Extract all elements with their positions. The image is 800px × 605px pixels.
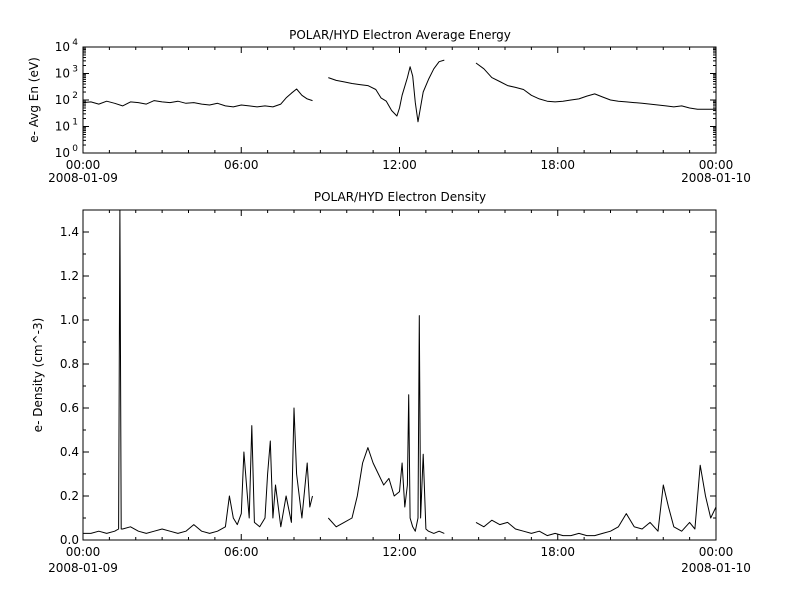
x-tick-date-label: 2008-01-10 [681,561,751,575]
energy-plot-frame [82,46,717,154]
y-tick-label: 0.0 [60,533,79,547]
y-tick-label: 10 [55,120,70,134]
y-tick-exponent: 3 [72,65,78,75]
x-tick-date-label: 2008-01-10 [681,171,751,185]
y-tick-label: 0.8 [60,357,79,371]
density-title: POLAR/HYD Electron Density [314,190,486,204]
y-tick-exponent: 1 [72,118,78,128]
x-tick-label: 12:00 [382,158,417,172]
data-series-segment [328,59,445,123]
x-tick-date-label: 2008-01-09 [48,561,118,575]
y-tick-label: 1.4 [60,225,79,239]
y-tick-label: 0.6 [60,401,79,415]
y-tick-label: 1.2 [60,269,79,283]
x-tick-date-label: 2008-01-09 [48,171,118,185]
x-tick-label: 06:00 [224,545,259,559]
data-series-segment [475,464,717,537]
data-series-segment [327,315,445,534]
data-series-segment [82,88,313,108]
x-tick-label: 00:00 [699,545,734,559]
energy-ylabel: e- Avg En (eV) [27,57,41,143]
x-tick-label: 18:00 [540,545,575,559]
y-tick-label: 10 [55,93,70,107]
data-series-segment [83,209,313,534]
y-tick-label: 10 [55,146,70,160]
y-tick-exponent: 2 [72,91,78,101]
y-tick-label: 1.0 [60,313,79,327]
data-series-segment [475,62,716,110]
x-tick-label: 18:00 [540,158,575,172]
y-tick-label: 0.2 [60,489,79,503]
density-y-ticks: 0.0 0.2 0.4 0.6 0.8 1.0 1.2 1.4 [60,225,716,547]
y-tick-label: 0.4 [60,445,79,459]
density-panel: POLAR/HYD Electron Density e- Density (c… [31,190,751,575]
energy-panel: POLAR/HYD Electron Average Energy e- Avg… [27,28,751,185]
y-tick-exponent: 0 [72,144,78,154]
density-x-ticks: 00:00 2008-01-09 06:00 12:00 18:00 00:00 2008-… [48,210,751,575]
y-tick-label: 10 [55,67,70,81]
density-traces [83,209,717,537]
x-tick-label: 00:00 [66,158,101,172]
energy-traces [82,59,716,123]
x-tick-label: 00:00 [699,158,734,172]
y-tick-exponent: 4 [72,38,78,48]
y-tick-label: 10 [55,40,70,54]
energy-title: POLAR/HYD Electron Average Energy [289,28,511,42]
x-tick-label: 12:00 [382,545,417,559]
x-tick-label: 06:00 [224,158,259,172]
density-ylabel: e- Density (cm^-3) [31,318,45,433]
x-tick-label: 00:00 [66,545,101,559]
